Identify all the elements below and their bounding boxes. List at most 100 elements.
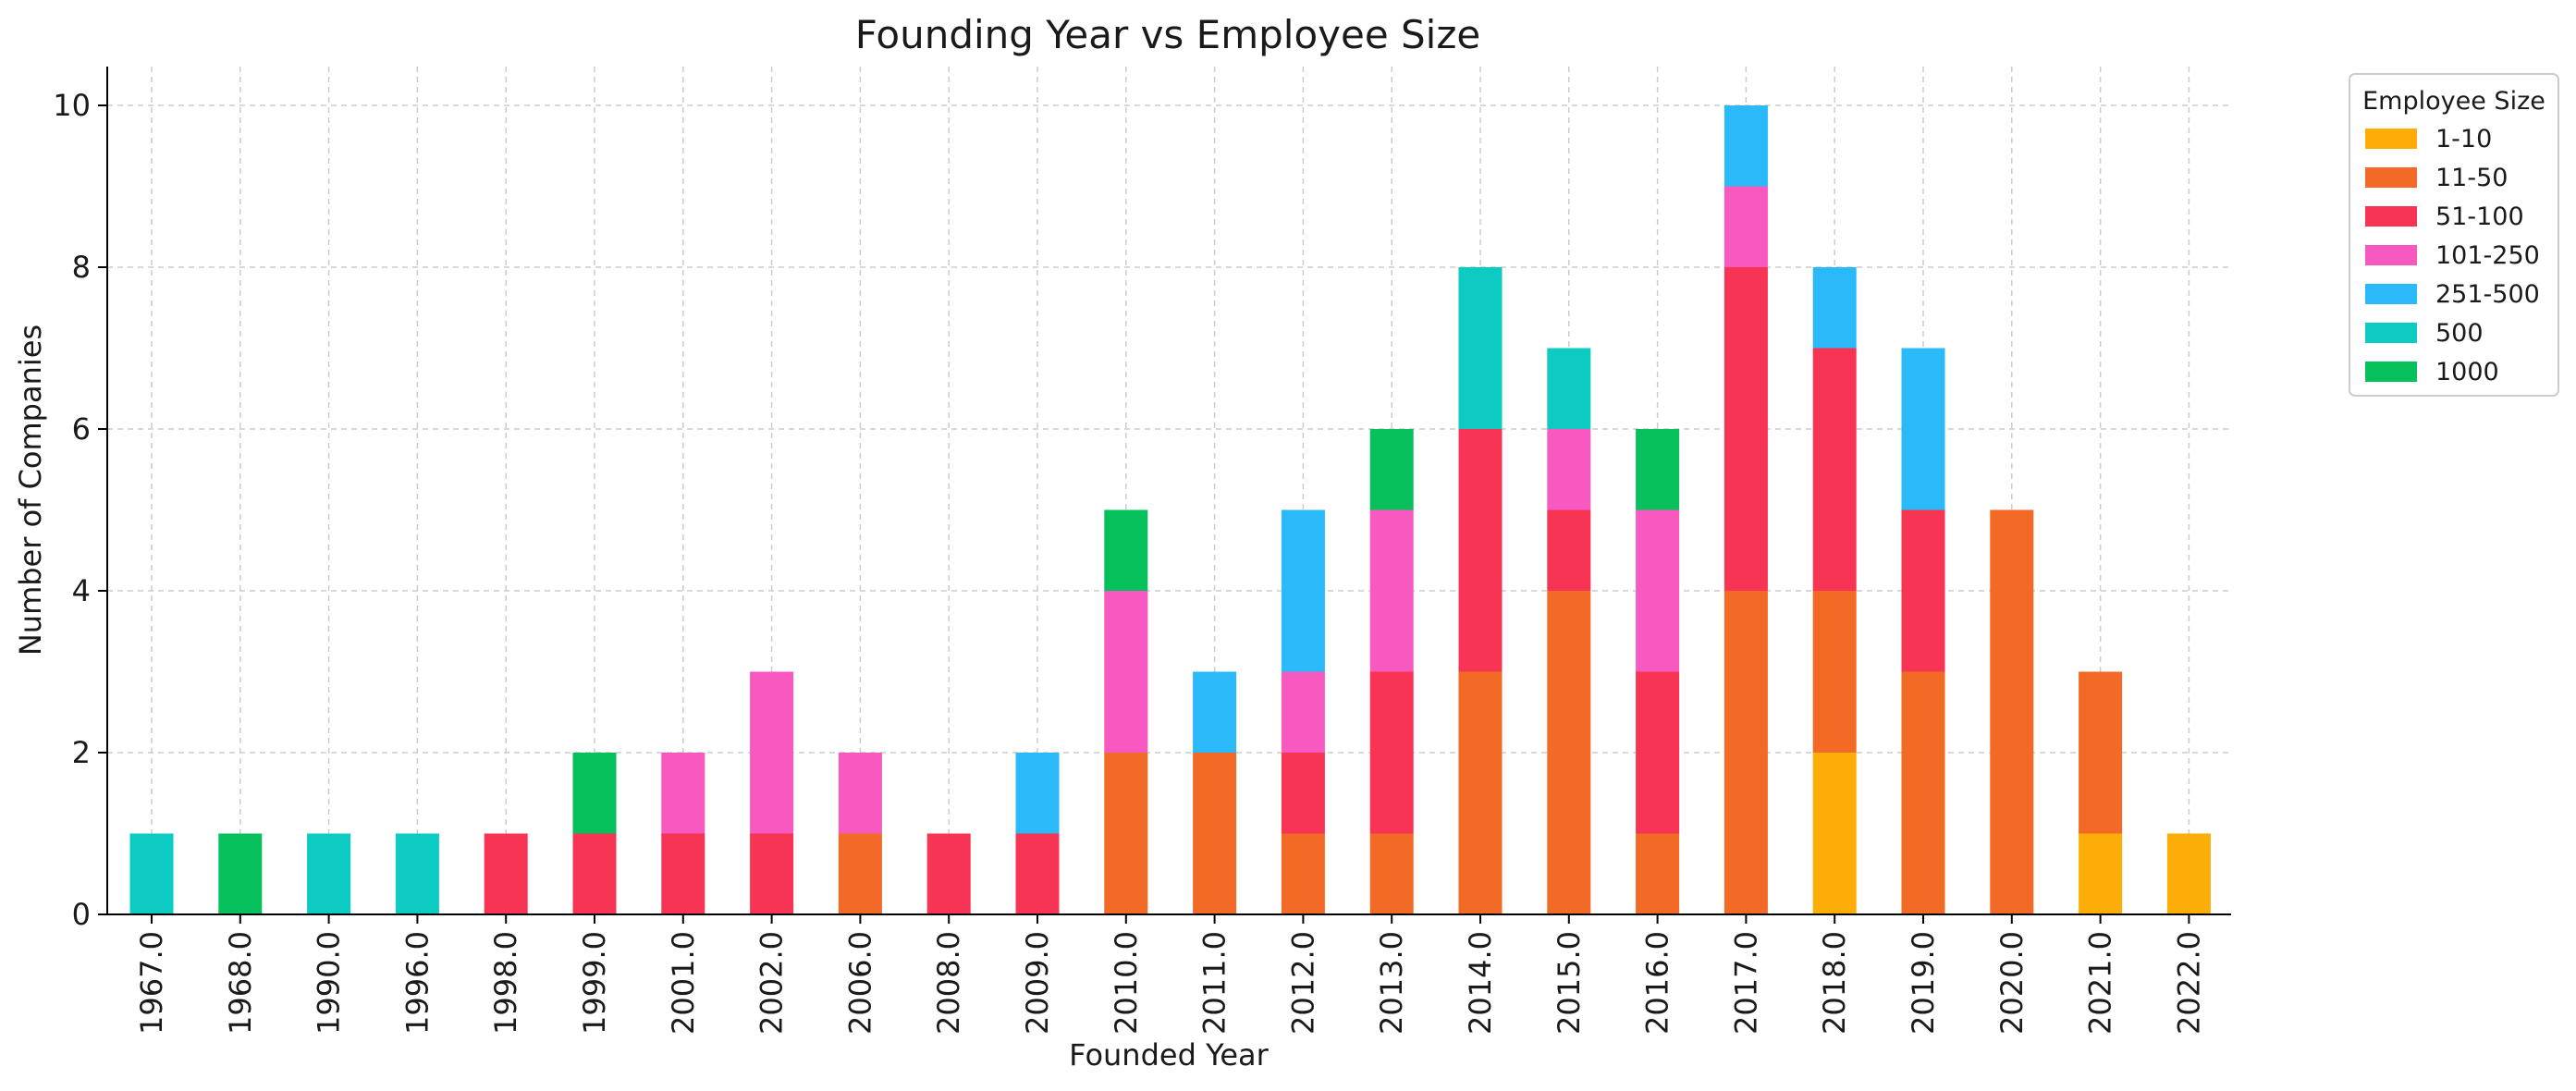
bar-segment-51-100-2013.0 xyxy=(1369,671,1414,834)
bar-segment-51-100-2012.0 xyxy=(1281,753,1325,834)
bar-segment-51-100-1998.0 xyxy=(484,833,528,914)
bar-segment-101-250-2015.0 xyxy=(1547,429,1591,510)
bar-segment-51-100-2014.0 xyxy=(1458,429,1503,672)
x-tick-label: 1990.0 xyxy=(312,931,347,1035)
bar-segment-101-250-2002.0 xyxy=(750,671,794,834)
legend: Employee Size 1-10 11-50 51-100 101-250 251-… xyxy=(2349,73,2559,397)
bar-segment-11-50-2016.0 xyxy=(1636,833,1680,914)
legend-swatch-11-50 xyxy=(2365,167,2417,188)
x-tick-label: 1967.0 xyxy=(134,931,169,1035)
x-tick-label: 2020.0 xyxy=(1994,931,2030,1035)
bar-segment-11-50-2006.0 xyxy=(838,833,882,914)
bar-segment-11-50-2018.0 xyxy=(1812,591,1857,753)
x-tick-label: 2010.0 xyxy=(1109,931,1144,1035)
x-axis-title: Founded Year xyxy=(1069,1037,1269,1073)
bar-segment-101-250-2006.0 xyxy=(838,753,882,834)
bar-segment-11-50-2011.0 xyxy=(1193,753,1237,914)
bar-segment-51-100-1999.0 xyxy=(572,833,617,914)
bar-segment-1-10-2022.0 xyxy=(2166,833,2211,914)
legend-label-51-100: 51-100 xyxy=(2435,202,2524,231)
bar-segment-101-250-2016.0 xyxy=(1636,509,1680,672)
bar-segment-51-100-2018.0 xyxy=(1812,348,1857,591)
legend-label-11-50: 11-50 xyxy=(2435,164,2508,192)
legend-swatch-51-100 xyxy=(2365,206,2417,227)
x-tick-label: 2002.0 xyxy=(754,931,790,1035)
bar-segment-51-100-2008.0 xyxy=(926,833,971,914)
bar-segment-101-250-2017.0 xyxy=(1723,186,1768,267)
legend-title: Employee Size xyxy=(2362,87,2545,116)
x-tick-label: 2015.0 xyxy=(1552,931,1587,1035)
bar-segment-251-500-2017.0 xyxy=(1723,105,1768,187)
bar-segment-1-10-2018.0 xyxy=(1812,753,1857,914)
bar-segment-11-50-2013.0 xyxy=(1369,833,1414,914)
bar-segment-11-50-2017.0 xyxy=(1723,591,1768,914)
y-tick-label: 4 xyxy=(72,573,91,608)
bar-segment-251-500-2009.0 xyxy=(1015,753,1060,834)
bar-segment-11-50-2015.0 xyxy=(1547,591,1591,914)
x-tick-label: 1999.0 xyxy=(577,931,612,1035)
x-ticks: 1967.0 1968.0 1990.0 1996.0 1998.0 1999.0 2001… xyxy=(134,914,2206,1035)
legend-label-101-250: 101-250 xyxy=(2435,241,2540,270)
bar-segment-500-1990.0 xyxy=(307,833,351,914)
bar-segment-500-2014.0 xyxy=(1458,267,1503,429)
y-tick-label: 6 xyxy=(72,411,91,447)
bar-segment-51-100-2002.0 xyxy=(750,833,794,914)
x-tick-label: 2009.0 xyxy=(1020,931,1055,1035)
x-tick-label: 2011.0 xyxy=(1197,931,1233,1035)
x-tick-label: 1996.0 xyxy=(399,931,435,1035)
x-tick-label: 1968.0 xyxy=(223,931,258,1035)
bar-segment-251-500-2011.0 xyxy=(1193,671,1237,753)
bar-segment-11-50-2020.0 xyxy=(1990,509,2034,914)
y-tick-label: 8 xyxy=(72,250,91,285)
axes xyxy=(106,67,2231,915)
bar-segment-11-50-2014.0 xyxy=(1458,671,1503,914)
x-tick-label: 2019.0 xyxy=(1906,931,1941,1035)
bar-segment-1000-2013.0 xyxy=(1369,429,1414,510)
bar-segment-500-1967.0 xyxy=(129,833,174,914)
x-tick-label: 2008.0 xyxy=(931,931,966,1035)
legend-label-251-500: 251-500 xyxy=(2435,280,2540,309)
legend-swatch-500 xyxy=(2365,323,2417,343)
x-tick-label: 2014.0 xyxy=(1463,931,1498,1035)
bar-segment-1000-1999.0 xyxy=(572,753,617,834)
x-tick-label: 2021.0 xyxy=(2083,931,2118,1035)
bar-segment-251-500-2018.0 xyxy=(1812,267,1857,349)
x-tick-label: 2017.0 xyxy=(1728,931,1763,1035)
bar-segment-500-2015.0 xyxy=(1547,348,1591,429)
bar-segment-11-50-2021.0 xyxy=(2079,671,2123,834)
bar-segment-1000-1968.0 xyxy=(218,833,263,914)
legend-label-1-10: 1-10 xyxy=(2435,125,2492,153)
legend-frame xyxy=(2349,73,2559,397)
x-tick-label: 1998.0 xyxy=(488,931,523,1035)
x-tick-label: 2012.0 xyxy=(1285,931,1320,1035)
bar-segment-11-50-2019.0 xyxy=(1901,671,1945,914)
bar-segment-51-100-2015.0 xyxy=(1547,509,1591,591)
bar-segment-51-100-2017.0 xyxy=(1723,267,1768,591)
bar-segment-101-250-2010.0 xyxy=(1104,591,1148,753)
bar-segment-11-50-2012.0 xyxy=(1281,833,1325,914)
y-tick-label: 10 xyxy=(53,88,91,123)
legend-swatch-251-500 xyxy=(2365,284,2417,304)
x-tick-label: 2016.0 xyxy=(1640,931,1675,1035)
bar-segment-251-500-2012.0 xyxy=(1281,509,1325,672)
legend-label-500: 500 xyxy=(2435,319,2484,348)
bar-segment-500-1996.0 xyxy=(395,833,439,914)
bar-segment-1000-2016.0 xyxy=(1636,429,1680,510)
bar-segment-51-100-2009.0 xyxy=(1015,833,1060,914)
bar-segment-51-100-2001.0 xyxy=(661,833,705,914)
x-tick-label: 2013.0 xyxy=(1374,931,1409,1035)
x-tick-label: 2022.0 xyxy=(2171,931,2206,1035)
bars xyxy=(129,105,2211,914)
bar-segment-11-50-2010.0 xyxy=(1104,753,1148,914)
legend-swatch-1-10 xyxy=(2365,129,2417,149)
y-tick-label: 2 xyxy=(72,735,91,770)
bar-segment-101-250-2012.0 xyxy=(1281,671,1325,753)
x-tick-label: 2001.0 xyxy=(666,931,701,1035)
x-tick-label: 2006.0 xyxy=(842,931,877,1035)
legend-label-1000: 1000 xyxy=(2435,358,2499,386)
legend-swatch-101-250 xyxy=(2365,245,2417,265)
y-axis-title: Number of Companies xyxy=(13,325,48,656)
x-tick-label: 2018.0 xyxy=(1817,931,1852,1035)
